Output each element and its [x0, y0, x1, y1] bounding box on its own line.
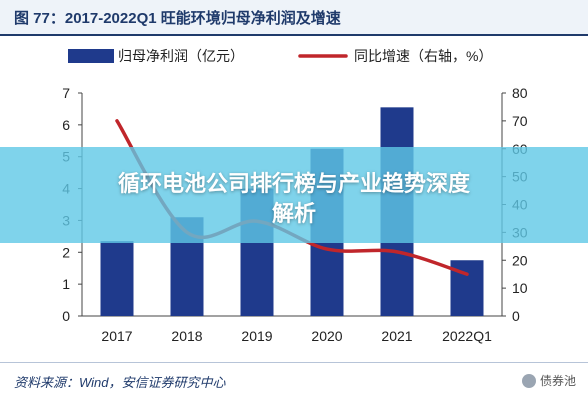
y-left-tick-label: 0: [62, 308, 70, 324]
legend-label-bar: 归母净利润（亿元）: [118, 48, 244, 64]
legend-swatch-bar: [68, 49, 114, 63]
y-right-tick-label: 20: [512, 252, 528, 268]
headline-line-2: 解析: [0, 199, 588, 229]
figure-footer: 资料来源：Wind，安信证券研究中心 债券池: [0, 362, 588, 401]
y-left-tick-label: 6: [62, 117, 70, 133]
y-left-tick-label: 2: [62, 244, 70, 260]
source-note: 资料来源：Wind，安信证券研究中心: [14, 372, 226, 391]
headline-line-1: 循环电池公司排行榜与产业趋势深度: [0, 169, 588, 199]
y-right-tick-label: 80: [512, 85, 528, 101]
headline-text: 循环电池公司排行榜与产业趋势深度 解析: [0, 169, 588, 229]
watermark-icon: [522, 374, 536, 388]
watermark-text: 债券池: [540, 374, 576, 388]
x-tick-label: 2019: [241, 328, 272, 344]
y-left-tick-label: 7: [62, 85, 70, 101]
x-tick-label: 2020: [311, 328, 342, 344]
x-tick-label: 2022Q1: [442, 328, 492, 344]
x-tick-label: 2021: [381, 328, 412, 344]
y-right-tick-label: 70: [512, 113, 528, 129]
y-right-tick-label: 10: [512, 280, 528, 296]
x-tick-label: 2018: [171, 328, 202, 344]
headline-overlay: 循环电池公司排行榜与产业趋势深度 解析: [0, 147, 588, 243]
legend-label-line: 同比增速（右轴，%）: [354, 48, 492, 64]
y-left-tick-label: 1: [62, 276, 70, 292]
watermark: 债券池: [522, 372, 576, 389]
bar-2017: [101, 241, 134, 316]
x-tick-label: 2017: [101, 328, 132, 344]
y-right-tick-label: 0: [512, 308, 520, 324]
